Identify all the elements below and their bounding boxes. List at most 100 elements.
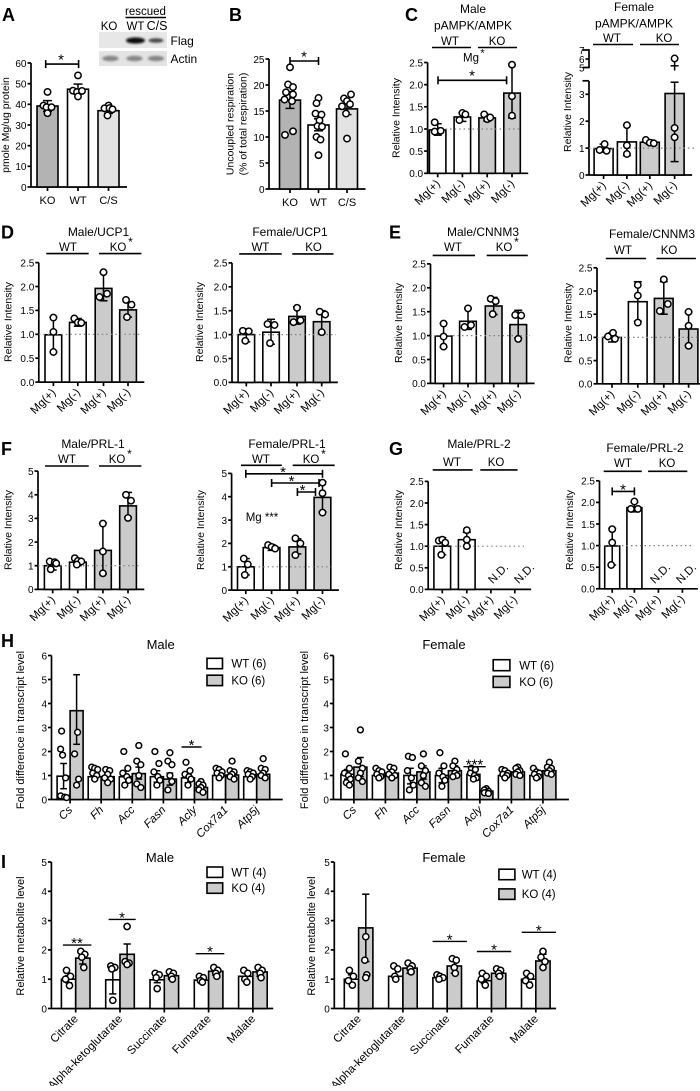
svg-text:2.0: 2.0 — [20, 282, 34, 293]
svg-text:Male/CNNM3: Male/CNNM3 — [447, 225, 519, 239]
svg-text:3: 3 — [41, 916, 47, 927]
svg-text:30: 30 — [15, 121, 27, 132]
svg-text:1.5: 1.5 — [410, 520, 424, 531]
svg-text:Fold difference in transcript: Fold difference in transcript level — [299, 651, 311, 809]
svg-text:5: 5 — [259, 159, 265, 170]
svg-text:0.0: 0.0 — [214, 378, 228, 389]
svg-text:KO: KO — [109, 454, 126, 466]
svg-text:Mg ***: Mg *** — [246, 512, 279, 524]
svg-text:Flag: Flag — [171, 34, 194, 48]
svg-text:*: * — [289, 473, 295, 490]
svg-text:7: 7 — [579, 46, 585, 57]
svg-text:0.5: 0.5 — [412, 355, 426, 366]
svg-text:5: 5 — [222, 469, 228, 480]
svg-text:10: 10 — [253, 133, 265, 144]
svg-text:Female/CNNM3: Female/CNNM3 — [609, 227, 695, 241]
svg-text:C/S: C/S — [147, 19, 168, 33]
svg-text:20: 20 — [15, 142, 27, 153]
svg-text:0: 0 — [28, 585, 34, 596]
svg-text:3: 3 — [222, 516, 228, 527]
svg-text:F: F — [1, 439, 12, 459]
svg-text:C/S: C/S — [99, 195, 117, 207]
svg-text:Relative Intensity: Relative Intensity — [563, 282, 575, 363]
svg-text:Relative Intensity: Relative Intensity — [195, 489, 207, 570]
svg-text:KO: KO — [488, 457, 505, 469]
svg-text:0: 0 — [259, 185, 265, 196]
svg-text:2: 2 — [579, 117, 585, 128]
svg-text:1.5: 1.5 — [579, 310, 593, 321]
svg-text:*: * — [58, 52, 64, 69]
svg-text:WT: WT — [58, 454, 76, 466]
svg-text:3: 3 — [324, 916, 330, 927]
svg-text:0.5: 0.5 — [579, 356, 593, 367]
svg-text:*: * — [207, 944, 213, 961]
svg-text:3: 3 — [41, 723, 47, 734]
svg-text:WT: WT — [441, 36, 459, 48]
svg-text:1.5: 1.5 — [20, 306, 34, 317]
svg-text:rescued: rescued — [125, 6, 166, 18]
svg-text:*: * — [128, 235, 133, 249]
svg-text:1.0: 1.0 — [410, 542, 424, 553]
svg-text:Uncoupled respiration: Uncoupled respiration — [225, 73, 237, 175]
svg-text:1.5: 1.5 — [214, 307, 228, 318]
svg-text:3: 3 — [28, 514, 34, 525]
svg-text:WT (4): WT (4) — [231, 867, 266, 879]
svg-text:5: 5 — [28, 467, 34, 478]
svg-text:1: 1 — [28, 562, 34, 573]
svg-text:WT: WT — [252, 454, 270, 466]
svg-text:G: G — [389, 439, 403, 459]
svg-text:WT: WT — [59, 242, 77, 254]
svg-text:Male/PRL-1: Male/PRL-1 — [61, 437, 125, 451]
svg-text:4: 4 — [41, 887, 47, 898]
svg-text:KO: KO — [661, 245, 678, 257]
svg-text:E: E — [389, 223, 401, 243]
svg-text:Male/UCP1: Male/UCP1 — [68, 225, 130, 239]
svg-text:*: * — [480, 48, 485, 60]
svg-text:10: 10 — [15, 162, 27, 173]
svg-text:WT: WT — [614, 245, 632, 257]
svg-text:5: 5 — [324, 858, 330, 869]
svg-text:Female: Female — [422, 637, 465, 652]
svg-text:6: 6 — [579, 55, 585, 66]
svg-text:KO (4): KO (4) — [231, 883, 265, 895]
svg-text:1.0: 1.0 — [581, 541, 595, 552]
svg-text:Mg: Mg — [463, 52, 479, 64]
svg-text:20: 20 — [253, 81, 265, 92]
svg-text:4: 4 — [323, 699, 329, 710]
svg-text:*: * — [300, 482, 306, 499]
svg-text:Female/PRL-2: Female/PRL-2 — [606, 441, 684, 455]
svg-text:0: 0 — [323, 795, 329, 806]
svg-text:1.5: 1.5 — [409, 103, 423, 114]
svg-text:0: 0 — [324, 1004, 330, 1015]
svg-text:1.0: 1.0 — [214, 330, 228, 341]
svg-text:0.0: 0.0 — [410, 585, 424, 596]
svg-text:KO (6): KO (6) — [519, 677, 553, 689]
svg-text:0: 0 — [41, 795, 47, 806]
svg-text:KO (4): KO (4) — [522, 889, 556, 901]
svg-text:*: * — [469, 67, 475, 84]
svg-text:1: 1 — [222, 563, 228, 574]
svg-text:4: 4 — [28, 491, 34, 502]
svg-text:2.0: 2.0 — [579, 287, 593, 298]
svg-text:Male: Male — [146, 850, 174, 865]
svg-text:0.5: 0.5 — [214, 354, 228, 365]
svg-text:25: 25 — [253, 55, 265, 66]
svg-text:KO (6): KO (6) — [231, 675, 265, 687]
svg-text:C: C — [405, 5, 418, 25]
svg-text:1.0: 1.0 — [412, 331, 426, 342]
svg-text:60: 60 — [15, 59, 27, 70]
svg-text:0.0: 0.0 — [409, 169, 423, 180]
svg-text:I: I — [1, 852, 6, 872]
svg-text:C/S: C/S — [338, 197, 356, 209]
svg-text:KO: KO — [101, 21, 118, 33]
svg-text:*: * — [620, 482, 626, 499]
svg-text:0.5: 0.5 — [20, 354, 34, 365]
svg-text:2.0: 2.0 — [412, 284, 426, 295]
svg-text:5: 5 — [323, 675, 329, 686]
svg-text:1.0: 1.0 — [20, 330, 34, 341]
svg-text:WT (4): WT (4) — [522, 870, 557, 882]
svg-text:pAMPK/AMPK: pAMPK/AMPK — [434, 19, 512, 33]
svg-text:0.0: 0.0 — [581, 585, 595, 596]
svg-text:2: 2 — [222, 539, 228, 550]
svg-text:Male: Male — [147, 637, 175, 652]
